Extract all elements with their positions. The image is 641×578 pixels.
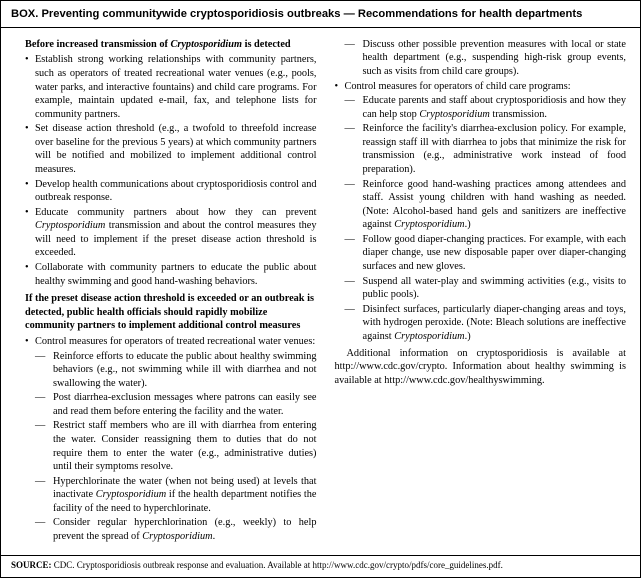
head1-c: is detected bbox=[242, 39, 291, 50]
list-item: Educate parents and staff about cryptosp… bbox=[345, 94, 627, 121]
box-title: BOX. Preventing communitywide cryptospor… bbox=[1, 1, 640, 28]
list-item: Hyperchlorinate the water (when not bein… bbox=[35, 475, 317, 516]
t: . bbox=[213, 531, 216, 542]
box-body: Before increased transmission of Cryptos… bbox=[1, 28, 640, 555]
list-item: Consider regular hyperchlorination (e.g.… bbox=[35, 516, 317, 543]
before-list: Establish strong working relationships w… bbox=[25, 53, 317, 288]
trailing-paragraph: Additional information on cryptosporidio… bbox=[335, 347, 627, 388]
list-item: Reinforce the facility's diarrhea-exclus… bbox=[345, 122, 627, 176]
head1-b: Cryptosporidium bbox=[170, 39, 242, 50]
source-label: SOURCE: bbox=[11, 560, 52, 570]
list-item: Restrict staff members who are ill with … bbox=[35, 419, 317, 473]
list-item: Set disease action threshold (e.g., a tw… bbox=[25, 122, 317, 176]
list-item: Collaborate with community partners to e… bbox=[25, 261, 317, 288]
t: .) bbox=[465, 219, 471, 230]
list-item: Establish strong working relationships w… bbox=[25, 53, 317, 121]
t: transmission. bbox=[490, 109, 547, 120]
list-item: Educate community partners about how the… bbox=[25, 206, 317, 260]
list-item: Reinforce good hand-washing practices am… bbox=[345, 178, 627, 232]
list-item: Post diarrhea-exclusion messages where p… bbox=[35, 391, 317, 418]
t: Control measures for operators of child … bbox=[345, 81, 571, 92]
t: .) bbox=[465, 331, 471, 342]
list-item: Suspend all water-play and swimming acti… bbox=[345, 275, 627, 302]
list-item: Reinforce efforts to educate the public … bbox=[35, 350, 317, 391]
list-item: Disinfect surfaces, particularly diaper-… bbox=[345, 303, 627, 344]
childcare-sublist: Educate parents and staff about cryptosp… bbox=[345, 94, 627, 343]
t: Cryptosporidium bbox=[35, 220, 105, 231]
source-line: SOURCE: CDC. Cryptosporidiosis outbreak … bbox=[1, 555, 640, 577]
source-text: CDC. Cryptosporidiosis outbreak response… bbox=[52, 560, 503, 570]
t: Cryptosporidium bbox=[96, 489, 166, 500]
list-item: Discuss other possible prevention measur… bbox=[345, 38, 627, 79]
list-item: Follow good diaper-changing practices. F… bbox=[345, 233, 627, 274]
list-item: Develop health communications about cryp… bbox=[25, 178, 317, 205]
t: Cryptosporidium bbox=[394, 331, 464, 342]
head1-a: Before increased transmission of bbox=[25, 39, 170, 50]
section-head-threshold: If the preset disease action threshold i… bbox=[25, 292, 317, 333]
list-item: Control measures for operators of child … bbox=[335, 80, 627, 344]
recommendations-box: BOX. Preventing communitywide cryptospor… bbox=[0, 0, 641, 578]
t: Educate community partners about how the… bbox=[35, 207, 317, 218]
t: Control measures for operators of treate… bbox=[35, 336, 315, 347]
t: Cryptosporidium bbox=[394, 219, 464, 230]
t: Cryptosporidium bbox=[419, 109, 489, 120]
section-head-before: Before increased transmission of Cryptos… bbox=[25, 38, 317, 52]
t: Cryptosporidium bbox=[142, 531, 212, 542]
